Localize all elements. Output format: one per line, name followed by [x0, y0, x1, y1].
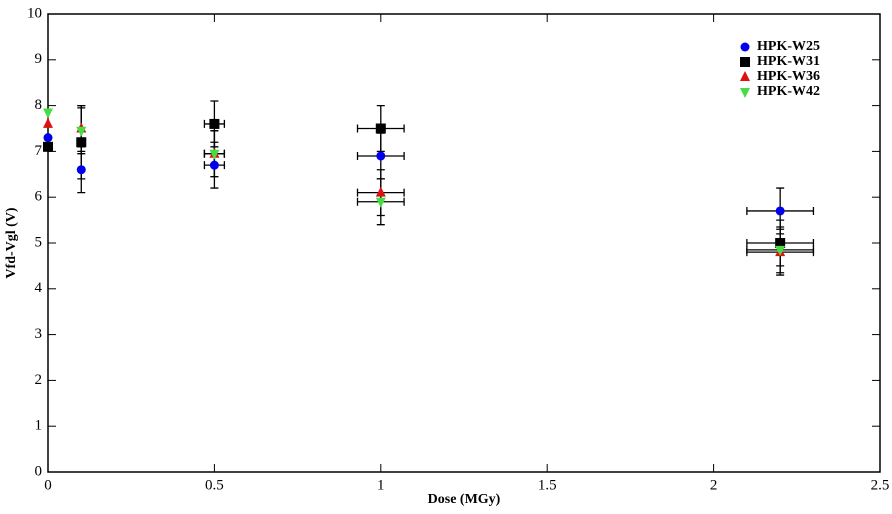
- marker: [209, 149, 220, 160]
- marker: [43, 133, 53, 143]
- marker: [375, 197, 386, 208]
- marker: [43, 108, 53, 119]
- marker: [375, 186, 386, 197]
- marker: [43, 141, 53, 152]
- x-tick-label: 1: [377, 477, 385, 493]
- y-tick-label: 4: [35, 280, 43, 296]
- y-tick-label: 1: [35, 418, 43, 434]
- x-tick-label: 0: [44, 477, 52, 493]
- x-tick-label: 2.5: [871, 477, 890, 493]
- y-tick-label: 9: [35, 51, 43, 67]
- legend-label: HPK-W42: [757, 84, 820, 99]
- marker: [209, 160, 219, 170]
- marker: [775, 238, 786, 248]
- y-tick-label: 7: [35, 143, 43, 159]
- marker: [76, 165, 86, 175]
- y-tick-label: 2: [35, 372, 43, 388]
- marker: [76, 137, 87, 148]
- legend-marker: [740, 88, 750, 98]
- marker: [209, 118, 220, 129]
- y-tick-label: 5: [35, 234, 43, 250]
- y-tick-label: 3: [35, 326, 43, 342]
- x-tick-label: 1.5: [538, 477, 557, 493]
- marker: [775, 245, 786, 256]
- marker: [775, 206, 785, 216]
- y-tick-label: 10: [27, 5, 42, 21]
- y-axis-label: Vfd-Vgl (V): [4, 207, 19, 278]
- legend-label: HPK-W36: [757, 69, 820, 84]
- marker: [76, 126, 87, 137]
- legend-marker: [740, 42, 750, 52]
- y-tick-label: 8: [35, 97, 43, 113]
- legend-label: HPK-W31: [757, 54, 820, 69]
- y-tick-label: 6: [35, 189, 43, 205]
- x-tick-label: 2: [710, 477, 718, 493]
- legend-marker: [740, 57, 750, 67]
- x-tick-label: 0.5: [205, 477, 224, 493]
- x-axis-label: Dose (MGy): [428, 492, 501, 507]
- marker: [376, 151, 386, 161]
- marker: [43, 117, 53, 128]
- legend-label: HPK-W25: [757, 39, 820, 54]
- marker: [375, 123, 386, 134]
- legend-marker: [740, 71, 750, 81]
- y-tick-label: 0: [35, 463, 43, 479]
